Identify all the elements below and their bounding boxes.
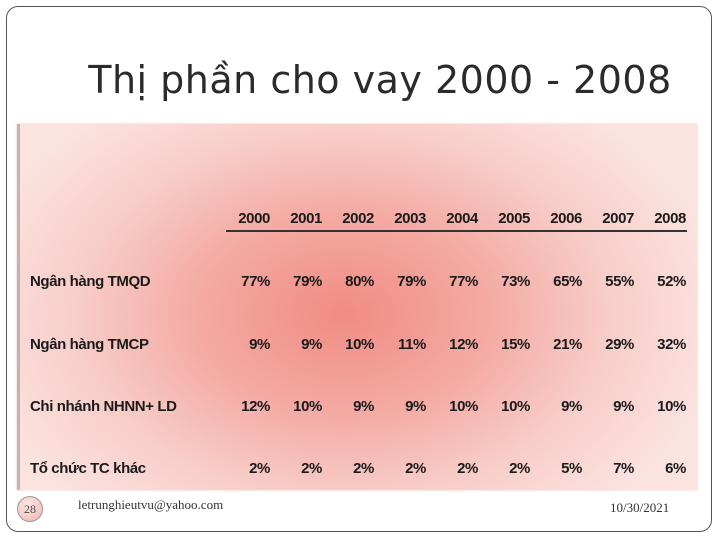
table-cell: 77% bbox=[449, 273, 478, 290]
row-label: Ngân hàng TMQD bbox=[30, 273, 151, 290]
table-cell: 29% bbox=[605, 336, 634, 353]
table-cell: 77% bbox=[241, 273, 270, 290]
table-cell: 7% bbox=[613, 460, 634, 477]
table-cell: 2% bbox=[353, 460, 374, 477]
table-cell: 2% bbox=[509, 460, 530, 477]
market-share-table: 2000 2001 2002 2003 2004 2005 2006 2007 2008 Ngân… bbox=[17, 124, 697, 490]
table-cell: 2% bbox=[301, 460, 322, 477]
table-cell: 10% bbox=[657, 398, 686, 415]
year-header: 2002 bbox=[342, 210, 374, 227]
slide-frame bbox=[6, 6, 712, 532]
footer-email: letrunghieutvu@yahoo.com bbox=[78, 497, 224, 512]
slide-title: Thị phần cho vay 2000 - 2008 bbox=[88, 58, 672, 102]
year-header: 2006 bbox=[550, 210, 582, 227]
table-cell: 9% bbox=[301, 336, 322, 353]
row-label: Tổ chức TC khác bbox=[30, 460, 146, 477]
page-number: 28 bbox=[17, 496, 43, 522]
table-cell: 9% bbox=[405, 398, 426, 415]
table-cell: 73% bbox=[501, 273, 530, 290]
table-cell: 2% bbox=[405, 460, 426, 477]
footer-date: 10/30/2021 bbox=[610, 500, 670, 515]
year-header: 2000 bbox=[238, 210, 270, 227]
table-cell: 21% bbox=[553, 336, 582, 353]
year-header: 2007 bbox=[602, 210, 634, 227]
table-cell: 52% bbox=[657, 273, 686, 290]
table-cell: 79% bbox=[293, 273, 322, 290]
table-cell: 80% bbox=[345, 273, 374, 290]
table-cell: 32% bbox=[657, 336, 686, 353]
table-cell: 10% bbox=[293, 398, 322, 415]
table-cell: 6% bbox=[665, 460, 686, 477]
table-cell: 10% bbox=[501, 398, 530, 415]
table-cell: 12% bbox=[241, 398, 270, 415]
table-cell: 11% bbox=[398, 336, 426, 353]
table-cell: 9% bbox=[613, 398, 634, 415]
table-cell: 9% bbox=[249, 336, 270, 353]
table-cell: 15% bbox=[501, 336, 530, 353]
header-underline bbox=[226, 230, 687, 232]
table-cell: 2% bbox=[457, 460, 478, 477]
year-header: 2001 bbox=[290, 210, 322, 227]
table-cell: 2% bbox=[249, 460, 270, 477]
table-cell: 9% bbox=[561, 398, 582, 415]
table-cell: 5% bbox=[561, 460, 582, 477]
year-header: 2004 bbox=[446, 210, 478, 227]
year-header: 2005 bbox=[498, 210, 530, 227]
table-cell: 10% bbox=[345, 336, 374, 353]
year-header: 2003 bbox=[394, 210, 426, 227]
row-label: Chi nhánh NHNN+ LD bbox=[30, 398, 177, 415]
table-cell: 9% bbox=[353, 398, 374, 415]
table-cell: 12% bbox=[449, 336, 478, 353]
table-cell: 65% bbox=[553, 273, 582, 290]
year-header: 2008 bbox=[654, 210, 686, 227]
row-label: Ngân hàng TMCP bbox=[30, 336, 149, 353]
table-cell: 10% bbox=[449, 398, 478, 415]
table-cell: 55% bbox=[605, 273, 634, 290]
table-cell: 79% bbox=[397, 273, 426, 290]
